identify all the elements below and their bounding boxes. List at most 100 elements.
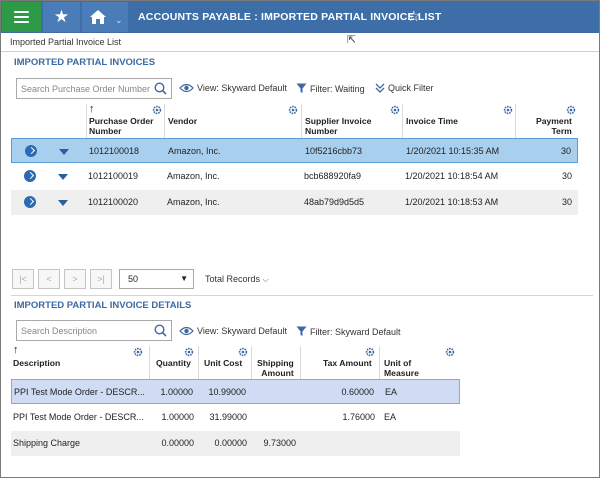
sort-ascending-icon[interactable]: ↑ — [89, 103, 95, 115]
view-label: View: Skyward Default — [197, 83, 287, 93]
column-header-invoice-time[interactable]: Invoice Time — [406, 116, 458, 126]
open-record-icon[interactable] — [24, 170, 36, 182]
total-records-toggle[interactable]: Total Records ⌵ — [205, 274, 269, 285]
search-icon[interactable] — [154, 324, 167, 337]
column-header-tax-amount[interactable]: Tax Amount — [323, 358, 372, 368]
gear-icon[interactable] — [238, 347, 248, 357]
table-row[interactable]: PPI Test Mode Order - DESCR... 1.00000 1… — [11, 379, 460, 404]
gear-icon[interactable] — [184, 347, 194, 357]
details-filter-button[interactable]: Filter: Skyward Default — [296, 326, 401, 337]
favorite-star-icon[interactable]: ☆ — [407, 8, 421, 25]
invoice-search-input[interactable] — [21, 82, 151, 96]
breadcrumb: Imported Partial Invoice List — [10, 37, 122, 47]
gear-icon[interactable] — [288, 105, 298, 115]
cell-unit-cost: 0.00000 — [214, 438, 247, 448]
column-separator — [515, 104, 516, 138]
favorites-button[interactable]: ★ — [43, 2, 80, 32]
cell-vendor: Amazon, Inc. — [167, 197, 220, 207]
page-size-value: 50 — [128, 274, 139, 284]
column-separator — [402, 104, 403, 138]
header-text: Number — [89, 126, 122, 136]
hamburger-icon — [14, 11, 29, 23]
column-header-supplier-invoice[interactable]: Supplier Invoice Number — [305, 116, 371, 136]
gear-icon[interactable] — [133, 347, 143, 357]
cell-description: PPI Test Mode Order - DESCR... — [14, 387, 145, 397]
cell-quantity: 1.00000 — [160, 387, 193, 397]
mouse-cursor-icon: ⇱ — [347, 34, 357, 46]
open-record-icon[interactable] — [24, 196, 36, 208]
cell-unit-cost: 31.99000 — [209, 412, 247, 422]
invoice-view-button[interactable]: View: Skyward Default — [179, 83, 287, 93]
invoice-filter-button[interactable]: Filter: Waiting — [296, 83, 365, 94]
cell-invoice-time: 1/20/2021 10:18:54 AM — [405, 171, 499, 181]
cell-payment-term: 30 — [561, 197, 572, 207]
star-icon: ★ — [53, 7, 70, 26]
cell-vendor: Amazon, Inc. — [167, 171, 220, 181]
header-text: Measure — [384, 368, 419, 378]
gear-icon[interactable] — [365, 347, 375, 357]
quick-filter-button[interactable]: Quick Filter — [375, 83, 434, 93]
column-separator — [379, 346, 380, 379]
view-label: View: Skyward Default — [197, 326, 287, 336]
page-size-select[interactable]: 50 ▼ — [119, 269, 194, 289]
caret-down-icon[interactable] — [58, 174, 68, 180]
column-separator — [198, 346, 199, 379]
gear-icon[interactable] — [152, 105, 162, 115]
gear-icon[interactable] — [566, 105, 576, 115]
filter-label: Filter: Skyward Default — [310, 326, 401, 337]
chevron-down-icon: ⌵ — [262, 275, 269, 284]
details-search-box[interactable] — [16, 320, 172, 341]
table-row[interactable]: 1012100018 Amazon, Inc. 10f5216cbb73 1/2… — [11, 138, 578, 163]
column-header-quantity[interactable]: Quantity — [156, 358, 191, 368]
caret-down-icon[interactable] — [59, 149, 69, 155]
details-view-button[interactable]: View: Skyward Default — [179, 326, 287, 336]
gear-icon[interactable] — [503, 105, 513, 115]
sort-ascending-icon[interactable]: ↑ — [13, 344, 19, 356]
total-records-label: Total Records — [205, 274, 261, 284]
invoice-grid-header: ↑ Purchase Order Number Vendor Supplier … — [1, 101, 599, 138]
cell-payment-term: 30 — [561, 171, 572, 181]
header-text: Unit of — [384, 358, 412, 368]
last-page-button[interactable]: >| — [90, 269, 112, 289]
column-header-shipping-amount[interactable]: Shipping Amount — [257, 358, 294, 378]
column-header-po-number[interactable]: Purchase Order Number — [89, 116, 153, 136]
quick-filter-label: Quick Filter — [388, 83, 434, 93]
cell-tax-amount: 0.60000 — [341, 387, 374, 397]
first-page-button[interactable]: |< — [12, 269, 34, 289]
caret-down-icon[interactable] — [58, 200, 68, 206]
open-record-icon[interactable] — [25, 145, 37, 157]
column-header-vendor[interactable]: Vendor — [168, 116, 198, 126]
column-separator — [149, 346, 150, 379]
main-menu-button[interactable] — [2, 2, 41, 32]
invoice-search-box[interactable] — [16, 78, 172, 99]
eye-icon — [179, 326, 194, 336]
eye-icon — [179, 83, 194, 93]
search-icon[interactable] — [154, 82, 167, 95]
column-header-description[interactable]: Description — [13, 358, 61, 368]
details-search-input[interactable] — [21, 324, 151, 338]
gear-icon[interactable] — [390, 105, 400, 115]
gear-icon[interactable] — [445, 347, 455, 357]
page-title: ACCOUNTS PAYABLE : IMPORTED PARTIAL INVO… — [138, 11, 442, 23]
table-row[interactable]: 1012100020 Amazon, Inc. 48ab79d9d5d5 1/2… — [11, 190, 578, 215]
prev-page-button[interactable]: < — [38, 269, 60, 289]
table-row[interactable]: 1012100019 Amazon, Inc. bcb688920fa9 1/2… — [11, 164, 578, 189]
header-text: Purchase Order — [89, 116, 154, 126]
chevron-down-icon[interactable]: ⌄ — [115, 15, 123, 25]
home-button[interactable]: ⌄ — [82, 2, 128, 32]
table-row[interactable]: Shipping Charge 0.00000 0.00000 9.73000 — [11, 431, 460, 456]
home-icon — [90, 10, 106, 24]
column-header-unit-cost[interactable]: Unit Cost — [204, 358, 243, 368]
column-separator — [86, 104, 87, 138]
table-row[interactable]: PPI Test Mode Order - DESCR... 1.00000 3… — [11, 405, 460, 430]
column-header-payment-term[interactable]: Payment Term — [536, 116, 572, 136]
cell-unit-of-measure: EA — [385, 387, 398, 397]
divider — [1, 51, 599, 52]
next-page-button[interactable]: > — [64, 269, 86, 289]
chevron-down-icon: ▼ — [180, 274, 188, 283]
header-text: Number — [305, 126, 338, 136]
cell-quantity: 1.00000 — [161, 412, 194, 422]
cell-invoice-time: 1/20/2021 10:15:35 AM — [406, 146, 500, 156]
column-header-unit-of-measure[interactable]: Unit of Measure — [384, 358, 419, 378]
header-text: Term — [551, 126, 572, 136]
